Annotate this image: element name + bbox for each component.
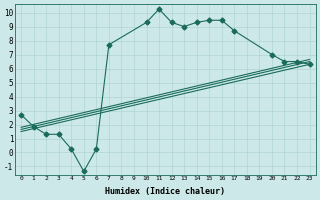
X-axis label: Humidex (Indice chaleur): Humidex (Indice chaleur) xyxy=(105,187,225,196)
